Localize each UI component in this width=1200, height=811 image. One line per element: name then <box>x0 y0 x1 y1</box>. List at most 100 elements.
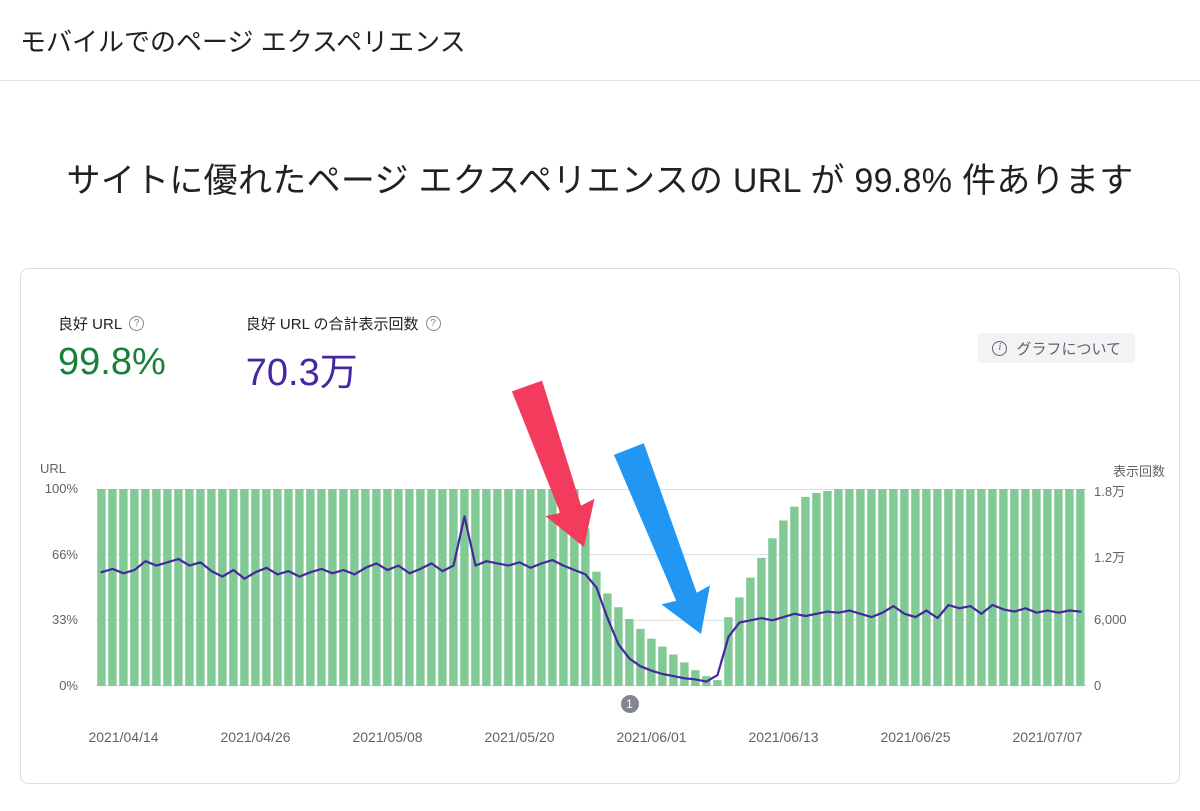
good-url-bar[interactable] <box>669 654 678 687</box>
good-url-bar[interactable] <box>735 597 744 686</box>
metric-impressions[interactable]: 良好 URL の合計表示回数 ? 70.3万 <box>246 313 441 396</box>
good-url-bar[interactable] <box>746 577 755 686</box>
good-url-bar[interactable] <box>614 607 623 686</box>
good-url-bar[interactable] <box>636 628 645 686</box>
good-url-bar[interactable] <box>515 489 524 686</box>
good-url-bar[interactable] <box>317 489 326 686</box>
good-url-bar[interactable] <box>1032 489 1041 686</box>
chart-plot-svg[interactable] <box>96 489 1086 687</box>
good-url-bar[interactable] <box>273 489 282 686</box>
good-url-bar[interactable] <box>625 619 634 686</box>
good-url-bar[interactable] <box>933 489 942 686</box>
help-icon[interactable]: ? <box>425 316 441 331</box>
good-url-bar[interactable] <box>845 489 854 686</box>
good-url-bar[interactable] <box>240 489 249 686</box>
good-url-bar[interactable] <box>306 489 315 686</box>
good-url-bar[interactable] <box>229 489 238 686</box>
good-url-bar[interactable] <box>1054 489 1063 686</box>
plot-region[interactable] <box>96 489 1086 687</box>
good-url-bar[interactable] <box>1010 489 1019 686</box>
good-url-bar[interactable] <box>834 489 843 686</box>
good-url-bar[interactable] <box>856 489 865 686</box>
good-url-bar[interactable] <box>691 670 700 686</box>
good-url-bar[interactable] <box>647 638 656 686</box>
good-url-bar[interactable] <box>427 489 436 686</box>
good-url-bar[interactable] <box>405 489 414 686</box>
good-url-bar[interactable] <box>328 489 337 686</box>
good-url-bar[interactable] <box>548 489 557 686</box>
help-icon[interactable]: ? <box>129 316 145 331</box>
good-url-bar[interactable] <box>537 489 546 686</box>
good-url-bar[interactable] <box>713 680 722 686</box>
good-url-bar[interactable] <box>504 489 513 686</box>
good-url-bar[interactable] <box>988 489 997 686</box>
good-url-bar[interactable] <box>878 489 887 686</box>
good-url-bar[interactable] <box>218 489 227 686</box>
good-url-bar[interactable] <box>779 520 788 687</box>
good-url-bar[interactable] <box>438 489 447 686</box>
good-url-bar[interactable] <box>955 489 964 686</box>
good-url-bar[interactable] <box>823 491 832 686</box>
info-icon: i <box>992 340 1008 356</box>
good-url-bar[interactable] <box>603 593 612 686</box>
good-url-bar[interactable] <box>295 489 304 686</box>
good-url-bar[interactable] <box>922 489 931 686</box>
good-url-bar[interactable] <box>97 489 106 686</box>
good-url-bar[interactable] <box>339 489 348 686</box>
good-url-bar[interactable] <box>559 489 568 686</box>
good-url-bar[interactable] <box>130 489 139 686</box>
good-url-bar[interactable] <box>383 489 392 686</box>
good-url-bar[interactable] <box>1065 489 1074 686</box>
good-url-bar[interactable] <box>449 489 458 686</box>
good-url-bar[interactable] <box>1076 489 1085 686</box>
good-url-bar[interactable] <box>592 571 601 686</box>
left-axis-tick-label: 33% <box>51 612 78 628</box>
good-url-bar[interactable] <box>581 528 590 686</box>
good-url-bar[interactable] <box>1043 489 1052 686</box>
good-url-bar[interactable] <box>185 489 194 686</box>
good-url-bar[interactable] <box>471 489 480 686</box>
good-url-bar[interactable] <box>768 538 777 687</box>
good-url-bar[interactable] <box>284 489 293 686</box>
good-url-bar[interactable] <box>724 617 733 686</box>
good-url-bar[interactable] <box>174 489 183 686</box>
good-url-bar[interactable] <box>944 489 953 686</box>
good-url-bar[interactable] <box>526 489 535 686</box>
good-url-bar[interactable] <box>108 489 117 686</box>
good-url-bar[interactable] <box>757 557 766 686</box>
good-url-bar[interactable] <box>141 489 150 686</box>
good-url-bar[interactable] <box>460 489 469 686</box>
good-url-bar[interactable] <box>812 492 821 686</box>
good-url-bar[interactable] <box>416 489 425 686</box>
good-url-bar[interactable] <box>999 489 1008 686</box>
good-url-bar[interactable] <box>790 506 799 686</box>
metric-impressions-label-row: 良好 URL の合計表示回数 ? <box>246 313 441 334</box>
good-url-bar[interactable] <box>251 489 260 686</box>
about-graph-button[interactable]: i グラフについて <box>978 333 1135 363</box>
good-url-bar[interactable] <box>350 489 359 686</box>
good-url-bar[interactable] <box>119 489 128 686</box>
good-url-bar[interactable] <box>482 489 491 686</box>
good-url-bar[interactable] <box>196 489 205 686</box>
good-url-bar[interactable] <box>977 489 986 686</box>
annotation-marker[interactable]: 1 <box>620 695 639 713</box>
good-url-bar[interactable] <box>900 489 909 686</box>
metric-good-url[interactable]: 良好 URL ? 99.8% <box>58 313 166 396</box>
good-url-bar[interactable] <box>207 489 216 686</box>
good-url-bar[interactable] <box>801 496 810 686</box>
good-url-bar[interactable] <box>372 489 381 686</box>
good-url-bar[interactable] <box>394 489 403 686</box>
good-url-bar[interactable] <box>658 646 667 686</box>
good-url-bar[interactable] <box>680 662 689 686</box>
good-url-bar[interactable] <box>262 489 271 686</box>
good-url-bar[interactable] <box>966 489 975 686</box>
good-url-bar[interactable] <box>493 489 502 686</box>
good-url-bar[interactable] <box>361 489 370 686</box>
good-url-bar[interactable] <box>911 489 920 686</box>
good-url-bar[interactable] <box>570 489 579 686</box>
good-url-bar[interactable] <box>889 489 898 686</box>
good-url-bar[interactable] <box>152 489 161 686</box>
good-url-bar[interactable] <box>1021 489 1030 686</box>
good-url-bar[interactable] <box>867 489 876 686</box>
good-url-bar[interactable] <box>163 489 172 686</box>
